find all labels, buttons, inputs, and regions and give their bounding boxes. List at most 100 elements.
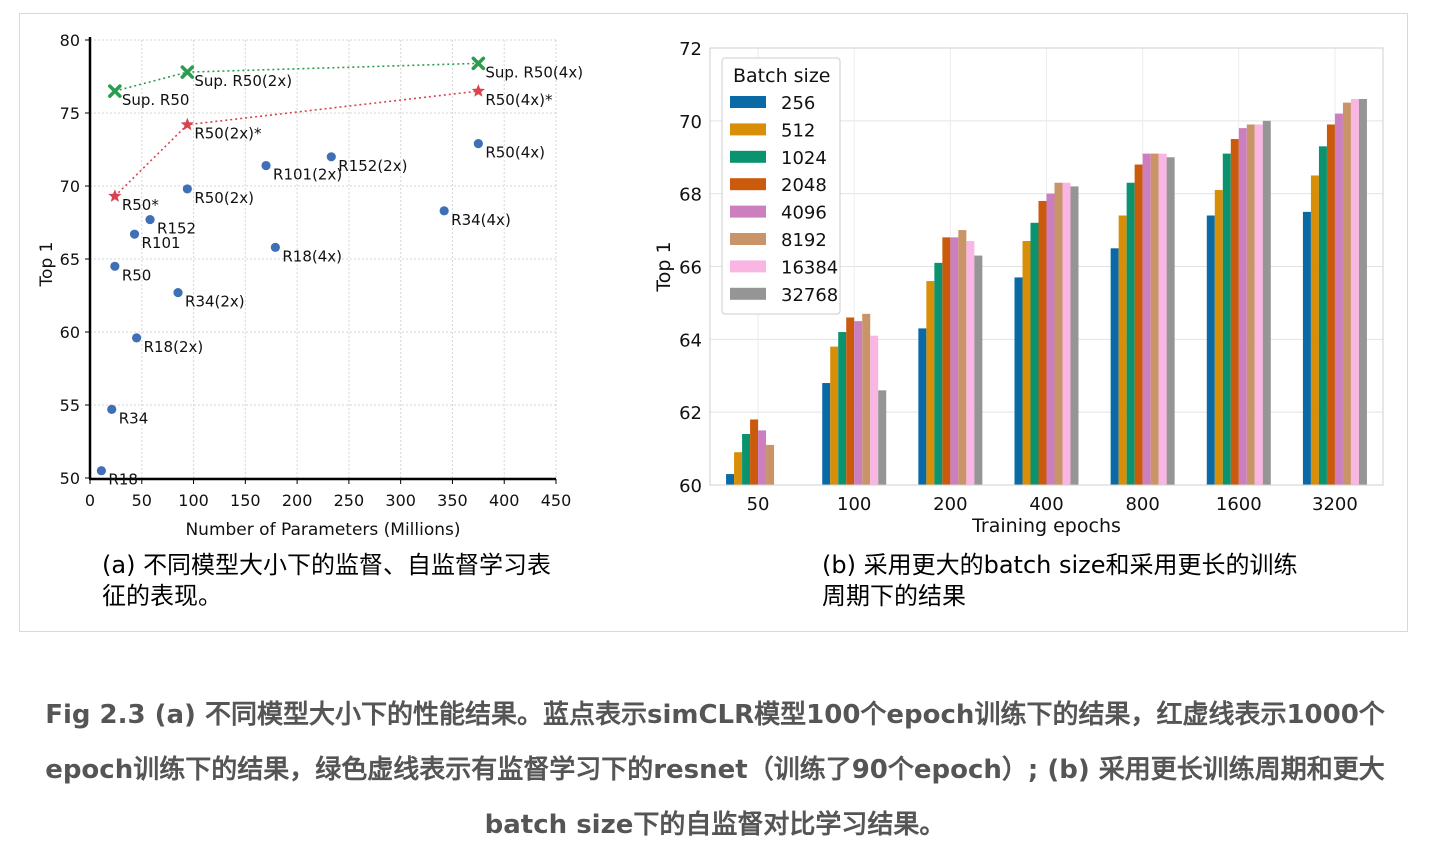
- x-tick-label-100: 100: [837, 494, 871, 515]
- bar-800-512: [1118, 215, 1127, 485]
- bar-50-8192: [766, 444, 775, 485]
- bar-1600-2048: [1230, 139, 1239, 485]
- legend-swatch-2048: [730, 178, 766, 191]
- legend-title: Batch size: [733, 65, 831, 87]
- bar-3200-32768: [1358, 98, 1367, 485]
- point-r101-2x-label: R101(2x): [273, 166, 342, 184]
- bar-1600-1024: [1222, 153, 1231, 485]
- figure-frame: [19, 13, 1408, 632]
- point-r34-label: R34: [119, 409, 149, 427]
- bar-200-2048: [942, 237, 951, 485]
- legend-swatch-512: [730, 123, 766, 136]
- point-r50-4x: [471, 84, 485, 97]
- x-tick-label-800: 800: [1125, 494, 1159, 515]
- point-r34-2x: [173, 287, 183, 298]
- scatter-chart-params-vs-top1: 50 55 60 65 70 75 80 0 50 100 150 200 250 300 350 400 45…: [37, 31, 583, 540]
- bar-100-4096: [854, 321, 863, 485]
- point-r50: [110, 261, 120, 271]
- y-tick-label: 65: [60, 250, 80, 269]
- legend-label-512: 512: [781, 120, 815, 141]
- point-r18: [96, 466, 106, 476]
- bar-chart-epochs-vs-top1: 60 62 64 66 68 70 72 50 100 200 400 800 1600 3200 Trai…: [653, 39, 1384, 537]
- y-tick-label: 62: [679, 403, 702, 424]
- bar-800-16384: [1158, 153, 1167, 485]
- point-r34-4x: [439, 206, 449, 216]
- figure-caption: Fig 2.3 (a) 不同模型大小下的性能结果。蓝点表示simCLR模型100…: [45, 700, 1385, 840]
- y-tick-label: 60: [679, 476, 702, 497]
- x-tick-label: 300: [385, 491, 416, 510]
- y-tick-label: 64: [679, 330, 702, 351]
- bar-100-1024: [838, 332, 847, 485]
- bar-50-512: [734, 452, 743, 485]
- point-r50-2x-label: R50(2x): [194, 189, 254, 207]
- y-tick-label: 66: [679, 258, 702, 279]
- x-tick-label-50: 50: [747, 494, 770, 515]
- point-r50-label: R50: [122, 266, 152, 284]
- subcaption-a: (a) 不同模型大小下的监督、自监督学习表征的表现。: [102, 551, 552, 610]
- legend-label-32768: 32768: [781, 285, 838, 306]
- bar-200-512: [926, 281, 935, 485]
- y-tick-label: 55: [60, 396, 80, 415]
- legend-label-1024: 1024: [781, 148, 827, 169]
- point-r18-4x: [270, 242, 280, 252]
- legend-swatch-32768: [730, 287, 766, 300]
- point-r34-4x-label: R34(4x): [451, 211, 511, 229]
- point-sup-r50-2x-label: Sup. R50(2x): [194, 72, 292, 90]
- bar-50-4096: [758, 430, 767, 485]
- y-tick-label: 75: [60, 104, 80, 123]
- bar-100-32768: [878, 390, 887, 485]
- x-tick-label-1600: 1600: [1216, 494, 1262, 515]
- bar-3200-1024: [1318, 146, 1327, 485]
- bar-400-1024: [1030, 222, 1039, 486]
- point-r152: [145, 214, 155, 225]
- bar-800-256: [1110, 248, 1119, 485]
- point-r34-2x-label: R34(2x): [185, 293, 245, 311]
- y-axis-label: Top 1: [37, 242, 57, 288]
- bar-200-16384: [966, 241, 975, 485]
- bar-400-256: [1014, 277, 1023, 485]
- bar-100-8192: [862, 313, 871, 485]
- bar-400-8192: [1054, 182, 1063, 485]
- bar-200-256: [918, 328, 927, 485]
- point-r50-2x: [182, 184, 192, 194]
- bar-50-2048: [750, 419, 759, 485]
- bar-200-4096: [950, 237, 959, 485]
- y-tick-label: 70: [679, 112, 702, 133]
- bar-3200-2048: [1326, 124, 1335, 485]
- point-r101-2x: [261, 160, 271, 171]
- bar-100-16384: [870, 335, 879, 485]
- bar-200-32768: [974, 255, 983, 485]
- bar-1600-8192: [1246, 124, 1255, 485]
- bar-200-8192: [958, 230, 967, 485]
- point-r18-2x-label: R18(2x): [144, 338, 204, 356]
- bar-800-2048: [1134, 164, 1143, 486]
- point-r18-2x: [132, 333, 142, 343]
- point-sup-r50-2x: [180, 65, 195, 79]
- x-tick-label: 0: [85, 491, 95, 510]
- bar-100-256: [822, 383, 831, 485]
- legend-label-256: 256: [781, 93, 815, 114]
- x-axis-label: Training epochs: [971, 515, 1121, 537]
- bar-800-32768: [1166, 157, 1175, 485]
- point-r101-label: R101: [142, 234, 181, 252]
- point-r34: [107, 404, 117, 414]
- point-r18-4x-label: R18(4x): [282, 247, 342, 265]
- point-r50-4x: [473, 139, 483, 149]
- y-axis-label: Top 1: [653, 241, 675, 292]
- point-sup-r50: [108, 84, 122, 98]
- legend-box: [721, 57, 841, 315]
- y-tick-label: 60: [60, 323, 80, 342]
- legend-label-16384: 16384: [781, 257, 838, 278]
- point-r152-2x: [326, 152, 336, 162]
- y-tick-label: 68: [679, 185, 702, 206]
- x-axis-label: Number of Parameters (Millions): [185, 520, 460, 540]
- x-tick-label: 350: [437, 491, 468, 510]
- legend-swatch-256: [730, 96, 766, 108]
- x-tick-label-200: 200: [933, 494, 967, 515]
- bar-400-512: [1022, 241, 1031, 485]
- point-sup-r50-4x-label: Sup. R50(4x): [485, 63, 583, 81]
- x-tick-label-3200: 3200: [1312, 494, 1358, 515]
- legend-swatch-4096: [730, 205, 766, 218]
- bar-200-1024: [934, 262, 943, 485]
- subcaption-b: (b) 采用更大的batch size和采用更长的训练周期下的结果: [822, 551, 1298, 610]
